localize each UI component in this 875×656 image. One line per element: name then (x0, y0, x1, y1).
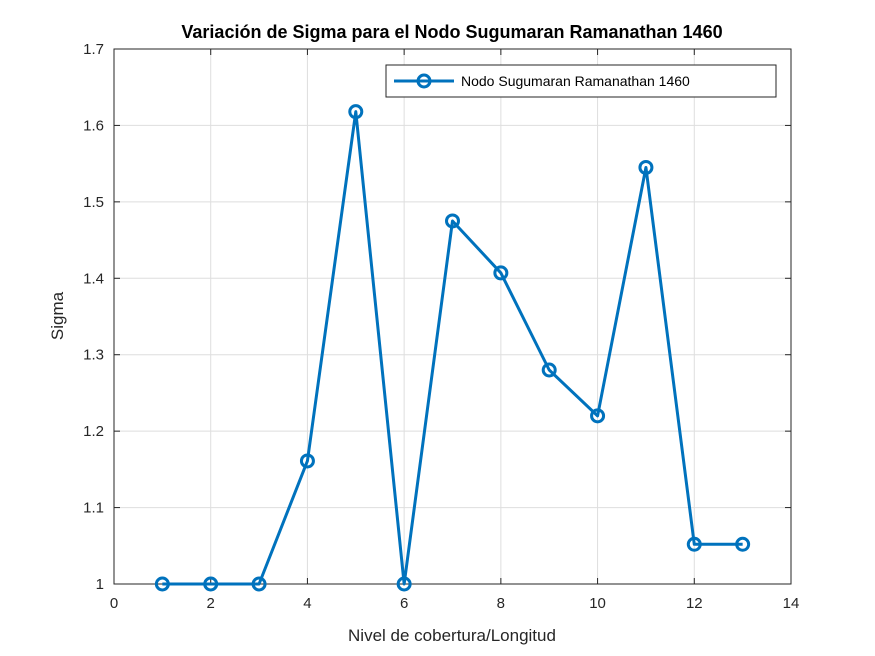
data-point (348, 104, 364, 120)
y-tick-label: 1 (96, 576, 104, 593)
data-point (251, 576, 267, 592)
legend-marker-swatch (416, 73, 432, 89)
legend: Nodo Sugumaran Ramanathan 1460 (385, 64, 777, 98)
data-point (590, 408, 606, 424)
data-point (396, 576, 412, 592)
x-tick-label: 8 (497, 595, 505, 612)
plot-area-frame (113, 48, 792, 585)
x-tick-label: 0 (110, 595, 118, 612)
x-tick-label: 4 (303, 595, 311, 612)
y-tick-label: 1.6 (83, 117, 104, 134)
y-tick-label: 1.5 (83, 194, 104, 211)
series-layer (154, 104, 751, 592)
x-tick-label: 10 (589, 595, 606, 612)
y-tick-label: 1.2 (83, 423, 104, 440)
x-axis-label: Nivel de cobertura/Longitud (348, 626, 556, 645)
y-tick-label: 1.1 (83, 500, 104, 517)
y-tick-label: 1.3 (83, 347, 104, 364)
x-tick-label: 2 (207, 595, 215, 612)
y-tick-label: 1.7 (83, 41, 104, 58)
data-point (299, 453, 315, 469)
data-point (493, 265, 509, 281)
data-point (686, 536, 702, 552)
x-tick-label: 6 (400, 595, 408, 612)
y-axis-label: Sigma (48, 291, 67, 340)
data-point (154, 576, 170, 592)
chart-title: Variación de Sigma para el Nodo Sugumara… (181, 22, 722, 42)
grid (113, 48, 792, 585)
data-point (541, 362, 557, 378)
data-point (638, 159, 654, 175)
data-point (203, 576, 219, 592)
x-tick-label: 12 (686, 595, 703, 612)
data-point (735, 536, 751, 552)
series-line (162, 110, 743, 586)
data-point (445, 213, 460, 229)
legend-entry-label: Nodo Sugumaran Ramanathan 1460 (461, 73, 690, 89)
axis-ticks: 0 2 4 6 8 10 12 14 1 1.1 1.2 1.3 1.4 1.5 1.6 1.7 (83, 41, 799, 612)
y-tick-label: 1.4 (83, 270, 104, 287)
x-tick-label: 14 (783, 595, 800, 612)
